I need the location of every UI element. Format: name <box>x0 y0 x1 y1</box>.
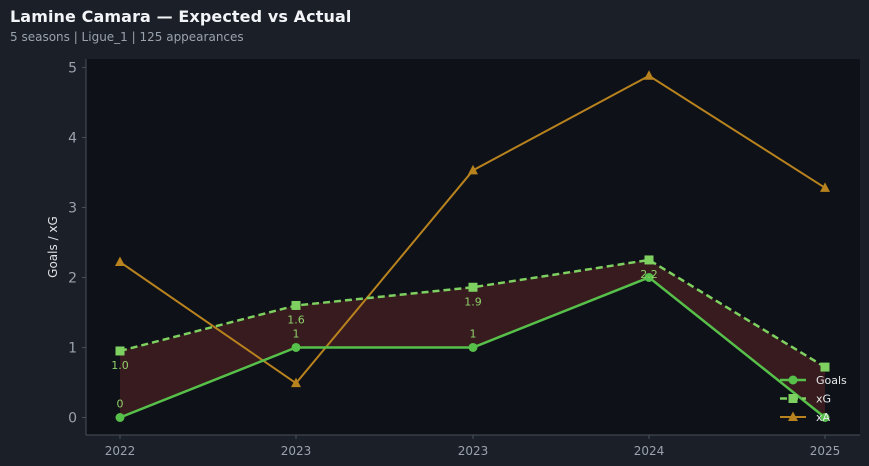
data-label-goals: 0 <box>117 397 124 410</box>
data-label-goals: 1 <box>293 327 300 340</box>
y-tick-label: 3 <box>68 200 77 216</box>
y-tick-label: 5 <box>68 60 77 76</box>
data-point-goals <box>291 342 301 352</box>
x-tick-label: 2022 <box>105 444 136 458</box>
x-tick-label: 2023 <box>458 444 489 458</box>
data-point-xg <box>644 255 654 265</box>
data-point-xg <box>468 282 478 292</box>
data-point-xa <box>468 164 478 175</box>
data-point-goals <box>115 412 125 422</box>
legend-label-xg: xG <box>816 393 831 406</box>
data-point-goals <box>644 272 654 282</box>
data-point-xa <box>291 377 301 388</box>
data-point-xa <box>115 256 125 267</box>
y-axis-label: Goals / xG <box>46 216 60 278</box>
data-label-xg: 2.2 <box>640 268 658 281</box>
y-tick-label: 4 <box>68 130 77 146</box>
data-point-xg <box>291 300 301 310</box>
y-tick-label: 0 <box>68 410 77 426</box>
x-tick-label: 2025 <box>810 444 841 458</box>
legend-label-xa: xA <box>816 411 831 424</box>
data-point-xa <box>644 70 654 80</box>
chart-title: Lamine Camara — Expected vs Actual <box>10 7 352 26</box>
data-label-goals: 1 <box>470 327 477 340</box>
x-tick-label: 2023 <box>281 444 312 458</box>
data-label-xg: 1.0 <box>111 359 129 372</box>
legend-marker-xg <box>788 394 798 403</box>
data-point-xg <box>115 346 125 356</box>
series-line-xg <box>119 258 826 369</box>
data-point-goals <box>820 412 830 422</box>
y-tick-label: 1 <box>68 340 77 356</box>
data-point-xa <box>820 182 830 192</box>
data-label-xg: 1.9 <box>464 295 482 308</box>
legend-marker-goals <box>788 375 798 385</box>
legend-label-goals: Goals <box>816 374 847 387</box>
y-tick-label: 2 <box>68 270 77 286</box>
data-point-xg <box>820 362 830 372</box>
data-point-goals <box>468 342 478 352</box>
chart-subtitle: 5 seasons | Ligue_1 | 125 appearances <box>10 30 244 44</box>
legend-marker-xa <box>788 411 798 421</box>
data-label-xg: 1.6 <box>287 313 305 326</box>
x-tick-label: 2024 <box>634 444 665 458</box>
fill-between-goals-xg <box>120 259 825 418</box>
